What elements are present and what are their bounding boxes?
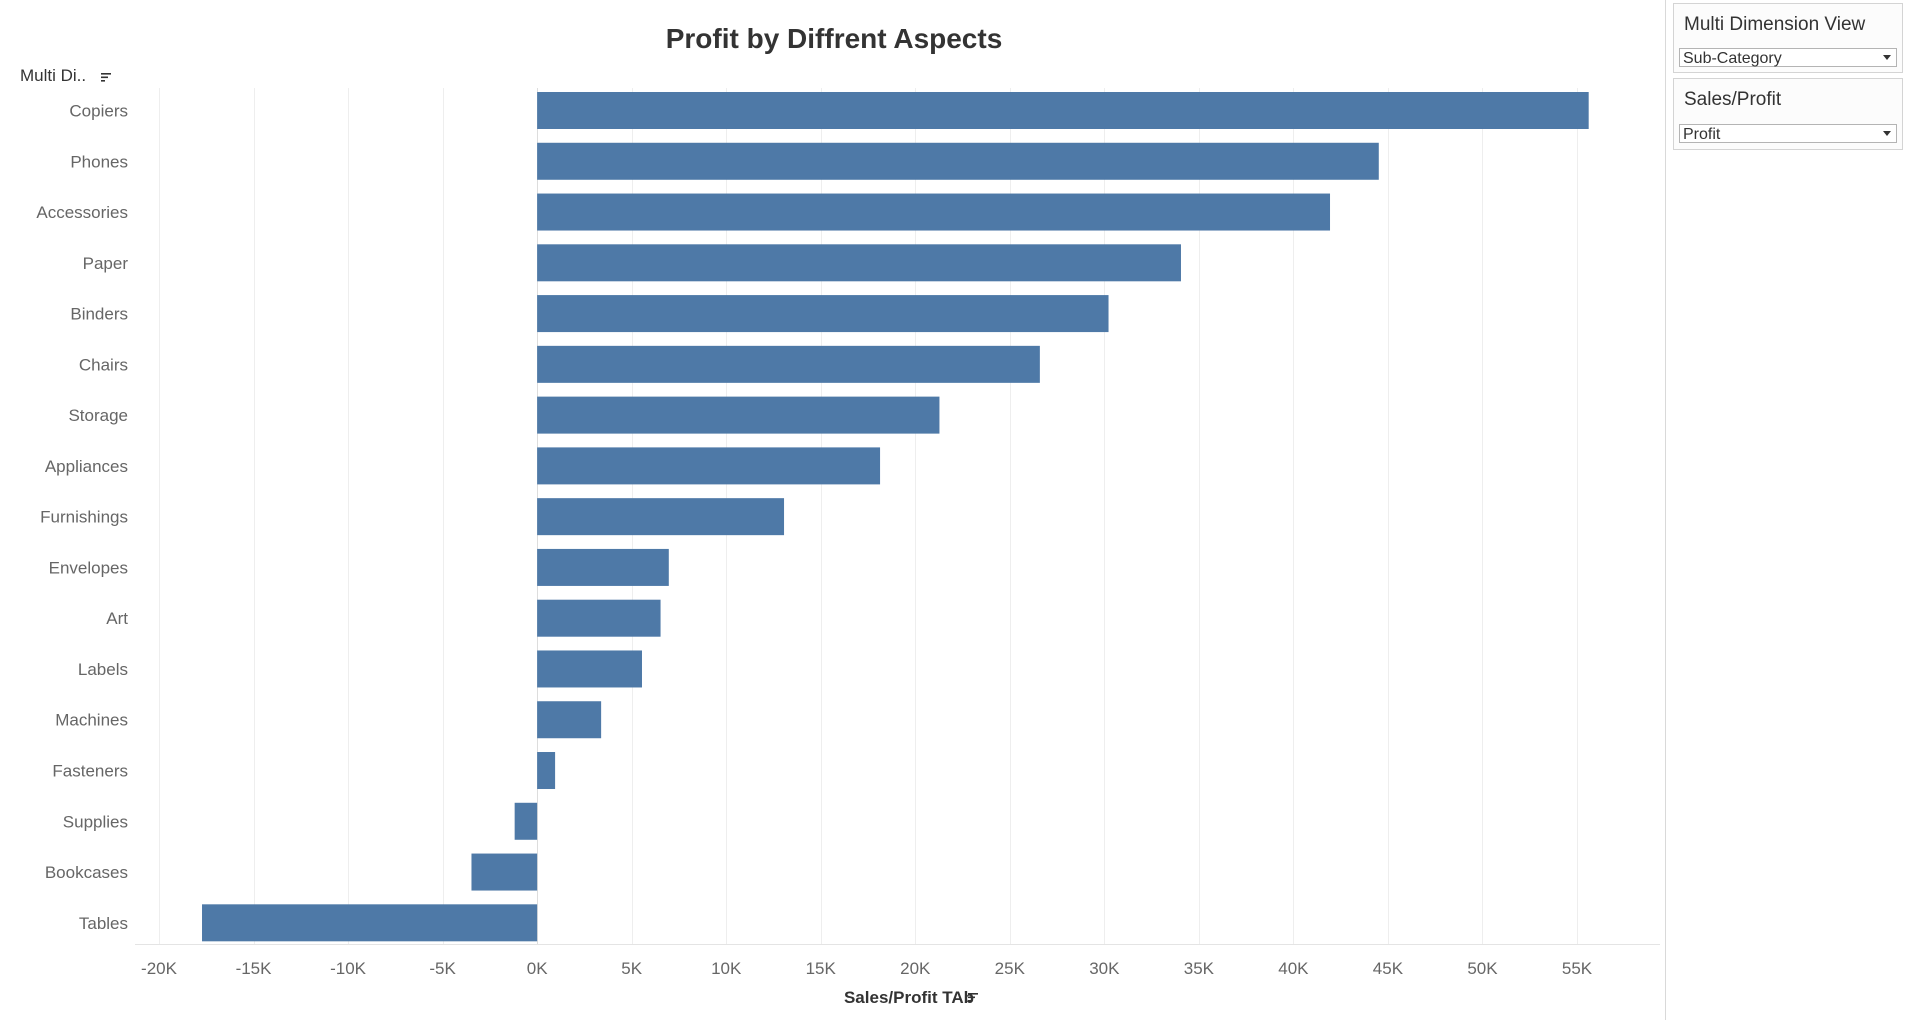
bar-copiers[interactable] bbox=[537, 92, 1589, 129]
x-axis-title[interactable]: Sales/Profit TAb bbox=[844, 988, 974, 1007]
x-tick-label: 20K bbox=[900, 959, 931, 978]
x-tick-label: 50K bbox=[1467, 959, 1498, 978]
category-label[interactable]: Appliances bbox=[45, 457, 128, 476]
category-label[interactable]: Paper bbox=[83, 254, 129, 273]
chevron-down-icon[interactable] bbox=[1883, 55, 1891, 60]
category-label[interactable]: Machines bbox=[55, 711, 128, 730]
parameter-title: Multi Dimension View bbox=[1684, 14, 1866, 35]
dropdown-value: Sub-Category bbox=[1683, 50, 1782, 67]
bar-machines[interactable] bbox=[537, 701, 602, 739]
parameter-sales-profit: Sales/Profit Profit bbox=[1673, 78, 1903, 150]
sales-profit-select[interactable]: Profit bbox=[1679, 124, 1897, 143]
x-axis-sort-icon[interactable] bbox=[968, 993, 978, 1002]
bar-supplies[interactable] bbox=[514, 802, 538, 840]
bar-fasteners[interactable] bbox=[537, 752, 556, 790]
x-tick-label: -15K bbox=[236, 959, 273, 978]
bar-envelopes[interactable] bbox=[537, 548, 669, 586]
x-tick-label: -20K bbox=[141, 959, 178, 978]
x-tick-label: 40K bbox=[1278, 959, 1309, 978]
bar-tables[interactable] bbox=[202, 904, 538, 942]
category-label[interactable]: Storage bbox=[68, 406, 128, 425]
x-tick-label: 5K bbox=[621, 959, 642, 978]
x-tick-labels: -20K -15K -10K -5K 0K 5K 10K 15K 20K 25K 30K 35K 40K… bbox=[141, 959, 1593, 978]
parameter-multi-dimension-view: Multi Dimension View Sub-Category bbox=[1673, 3, 1903, 73]
category-label[interactable]: Chairs bbox=[79, 355, 128, 374]
x-tick-label: 35K bbox=[1184, 959, 1215, 978]
bar-phones[interactable] bbox=[537, 142, 1379, 180]
bars bbox=[202, 92, 1589, 942]
x-tick-label: 10K bbox=[711, 959, 742, 978]
x-tick-label: 15K bbox=[806, 959, 837, 978]
bar-accessories[interactable] bbox=[537, 193, 1331, 231]
bar-binders[interactable] bbox=[537, 295, 1109, 333]
chart-title: Profit by Diffrent Aspects bbox=[666, 23, 1003, 54]
x-tick-label: 30K bbox=[1089, 959, 1120, 978]
x-tick-label: 45K bbox=[1373, 959, 1404, 978]
row-header-sort-icon[interactable] bbox=[101, 73, 111, 82]
chevron-down-icon[interactable] bbox=[1883, 131, 1891, 136]
bar-storage[interactable] bbox=[537, 396, 940, 434]
x-tick-label: 0K bbox=[527, 959, 548, 978]
bar-appliances[interactable] bbox=[537, 447, 881, 485]
category-label[interactable]: Labels bbox=[78, 660, 128, 679]
parameter-title: Sales/Profit bbox=[1684, 89, 1782, 110]
bar-labels[interactable] bbox=[537, 650, 642, 688]
category-label[interactable]: Accessories bbox=[36, 203, 128, 222]
category-label[interactable]: Art bbox=[106, 609, 128, 628]
x-tick-label: -5K bbox=[429, 959, 456, 978]
bar-bookcases[interactable] bbox=[471, 853, 538, 891]
category-label[interactable]: Binders bbox=[70, 305, 128, 324]
category-label[interactable]: Copiers bbox=[69, 102, 128, 121]
category-label[interactable]: Fasteners bbox=[52, 762, 128, 781]
category-label[interactable]: Phones bbox=[70, 152, 128, 171]
category-label[interactable]: Furnishings bbox=[40, 508, 128, 527]
category-labels: Copiers Phones Accessories Paper Binders Chai… bbox=[36, 102, 128, 933]
x-tick-label: -10K bbox=[330, 959, 367, 978]
category-label[interactable]: Envelopes bbox=[49, 558, 128, 577]
bar-paper[interactable] bbox=[537, 244, 1181, 282]
x-tick-label: 55K bbox=[1562, 959, 1593, 978]
category-label[interactable]: Supplies bbox=[63, 812, 128, 831]
multi-dimension-select[interactable]: Sub-Category bbox=[1679, 48, 1897, 67]
dropdown-value: Profit bbox=[1683, 126, 1721, 143]
bar-chairs[interactable] bbox=[537, 345, 1040, 383]
category-label[interactable]: Tables bbox=[79, 914, 128, 933]
bar-art[interactable] bbox=[537, 599, 661, 637]
row-header-label[interactable]: Multi Di.. bbox=[20, 66, 86, 85]
bar-furnishings[interactable] bbox=[537, 498, 785, 536]
category-label[interactable]: Bookcases bbox=[45, 863, 128, 882]
x-tick-label: 25K bbox=[995, 959, 1026, 978]
